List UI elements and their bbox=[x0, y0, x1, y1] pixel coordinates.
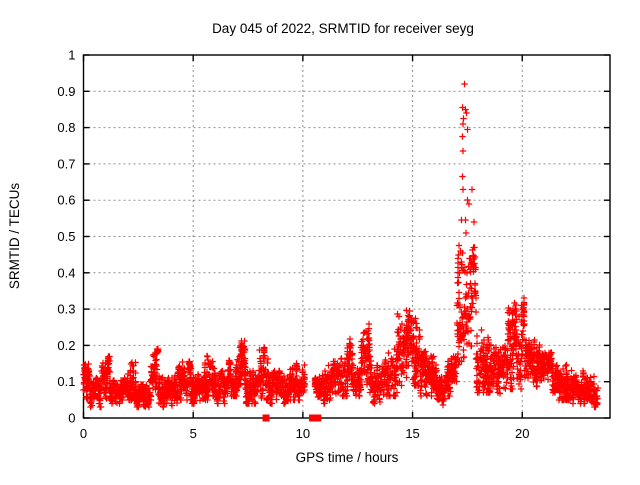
y-tick-label: 0.4 bbox=[57, 265, 75, 280]
x-tick-label: 5 bbox=[190, 426, 197, 441]
x-tick-label: 0 bbox=[80, 426, 87, 441]
y-tick-label: 0.5 bbox=[57, 229, 75, 244]
y-tick-label: 0.1 bbox=[57, 374, 75, 389]
srmtid-plus-markers bbox=[80, 80, 602, 411]
y-tick-label: 0.7 bbox=[57, 156, 75, 171]
y-tick-label: 0.6 bbox=[57, 193, 75, 208]
chart-title: Day 045 of 2022, SRMTID for receiver sey… bbox=[212, 21, 474, 36]
y-tick-label: 0.3 bbox=[57, 302, 75, 317]
zero-value-square-marker bbox=[262, 414, 270, 422]
zero-value-square-marker bbox=[309, 414, 317, 422]
grid-lines bbox=[83, 55, 610, 418]
zero-value-square-marker bbox=[314, 414, 322, 422]
x-axis-label: GPS time / hours bbox=[296, 450, 399, 465]
y-tick-label: 0.9 bbox=[57, 84, 75, 99]
data-points bbox=[80, 80, 602, 422]
x-tick-label: 15 bbox=[405, 426, 419, 441]
y-tick-label: 0.8 bbox=[57, 120, 75, 135]
y-tick-label: 0.2 bbox=[57, 338, 75, 353]
y-tick-label: 0 bbox=[68, 411, 75, 426]
x-tick-label: 20 bbox=[515, 426, 529, 441]
x-tick-label: 10 bbox=[296, 426, 310, 441]
y-tick-label: 1 bbox=[68, 48, 75, 63]
y-axis-label: SRMTID / TECUs bbox=[7, 183, 22, 290]
